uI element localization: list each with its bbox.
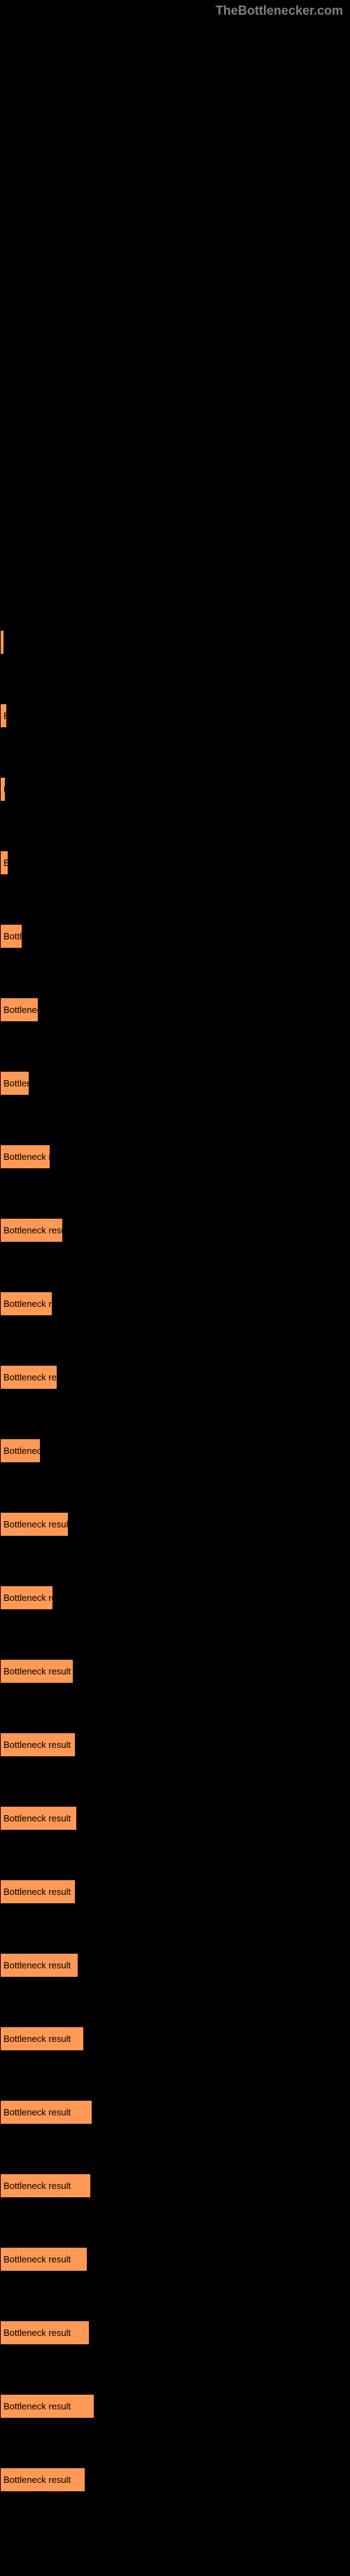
- chart-bar: Bottlene: [0, 1071, 29, 1096]
- bar-row: Bottleneck result: [0, 1659, 350, 1684]
- chart-bar: [0, 630, 4, 654]
- bar-row: Bottleneck re: [0, 1144, 350, 1169]
- bar-row: Bottleneck result: [0, 1732, 350, 1757]
- bar-row: Bottleneck result: [0, 1806, 350, 1830]
- chart-bar: Bottleneck result: [0, 2468, 85, 2492]
- chart-bar: Bottlen: [0, 924, 22, 948]
- chart-bar: Bottleneck result: [0, 1953, 78, 1977]
- chart-bar: Bottleneck result: [0, 2247, 88, 2272]
- bar-row: Bottleneck result: [0, 1953, 350, 1977]
- bar-row: Bottleneck result: [0, 1879, 350, 1904]
- bar-row: Bottleneck result: [0, 2320, 350, 2345]
- chart-bar: B: [0, 850, 8, 875]
- bar-row: Bottleneck result: [0, 2174, 350, 2198]
- chart-bar: Bottleneck result: [0, 2320, 90, 2345]
- bar-row: Bottleneck re: [0, 1586, 350, 1610]
- chart-bar: Bottleneck re: [0, 1144, 50, 1169]
- bar-row: Bottleneck result: [0, 2247, 350, 2272]
- bar-row: Bottleneck result: [0, 2100, 350, 2124]
- bar-chart: B B B Bottlen Bottleneck Bottlene Bottleneck r…: [0, 0, 350, 2576]
- bar-row: Bottleneck re: [0, 1292, 350, 1316]
- bar-row: Bottlene: [0, 1071, 350, 1096]
- bar-row: Bottlen: [0, 924, 350, 948]
- bar-row: Bottleneck result: [0, 2026, 350, 2051]
- bar-row: Bottleneck resu: [0, 1218, 350, 1242]
- chart-bar: Bottleneck re: [0, 1292, 52, 1316]
- bar-row: Bottleneck res: [0, 1365, 350, 1390]
- chart-bar: Bottleneck res: [0, 1365, 57, 1390]
- bar-row: Bottleneck result: [0, 1512, 350, 1536]
- chart-bar: Bottleneck result: [0, 1806, 77, 1830]
- bar-row: [0, 630, 350, 654]
- chart-bar: Bottleneck result: [0, 1512, 69, 1536]
- chart-bar: Bottleneck result: [0, 2100, 92, 2124]
- bar-row: Bottleneck result: [0, 2468, 350, 2492]
- chart-bar: B: [0, 777, 6, 802]
- chart-bar: Bottleneck: [0, 1438, 41, 1463]
- bar-row: B: [0, 704, 350, 728]
- chart-bar: Bottleneck result: [0, 1879, 76, 1904]
- chart-bar: Bottleneck: [0, 997, 38, 1022]
- chart-bar: B: [0, 704, 7, 728]
- chart-bar: Bottleneck result: [0, 1659, 74, 1684]
- chart-bar: Bottleneck result: [0, 2174, 91, 2198]
- chart-bar: Bottleneck result: [0, 2026, 84, 2051]
- bar-row: B: [0, 850, 350, 875]
- chart-bar: Bottleneck resu: [0, 1218, 63, 1242]
- chart-bar: Bottleneck re: [0, 1586, 53, 1610]
- bar-row: Bottleneck: [0, 1438, 350, 1463]
- watermark-text: TheBottlenecker.com: [216, 4, 343, 18]
- chart-bar: Bottleneck result: [0, 1732, 76, 1757]
- bar-row: Bottleneck: [0, 997, 350, 1022]
- bar-row: B: [0, 777, 350, 802]
- chart-bar: Bottleneck result: [0, 2394, 94, 2418]
- bar-row: Bottleneck result: [0, 2394, 350, 2418]
